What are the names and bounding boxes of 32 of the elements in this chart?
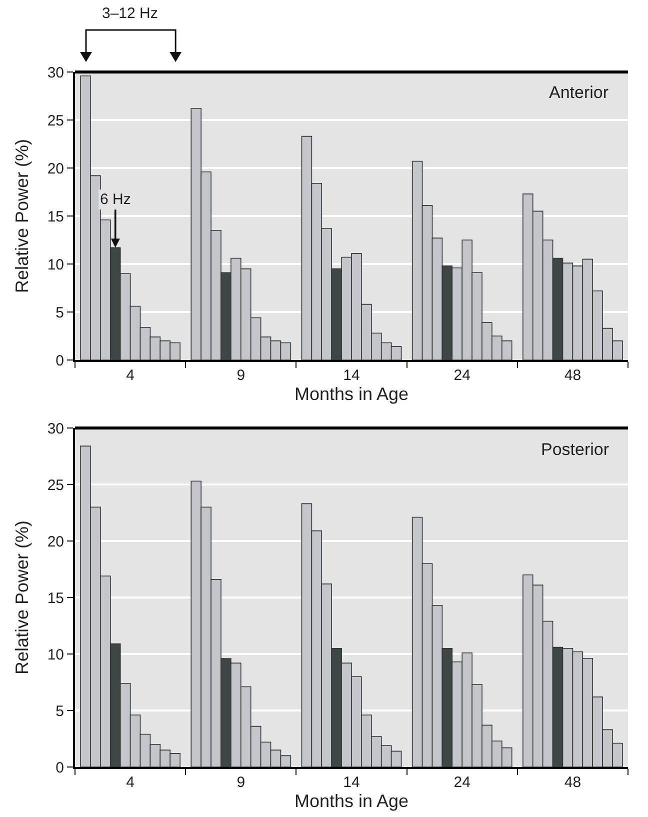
x-tick-label: 48	[564, 774, 582, 791]
y-tick-label: 30	[47, 420, 64, 438]
y-tick-label: 20	[47, 160, 64, 178]
y-tick-label: 10	[47, 646, 64, 664]
y-tick-label: 25	[47, 476, 64, 494]
y-axis-title: Relative Power (%)	[12, 138, 32, 294]
y-tick-label: 20	[47, 533, 64, 550]
x-tick-label: 24	[454, 774, 470, 791]
x-axis-title: Months in Age	[294, 791, 409, 811]
y-tick-label: 5	[56, 304, 64, 322]
x-tick-label: 48	[564, 367, 582, 384]
x-tick-label: 24	[454, 367, 470, 384]
text: Anterior	[549, 83, 609, 102]
y-tick-label: 25	[47, 112, 64, 130]
x-tick-label: 9	[236, 774, 246, 791]
x-tick-label: 14	[343, 367, 360, 384]
y-tick-label: 5	[56, 702, 64, 720]
y-tick-label: 15	[47, 208, 64, 226]
y-tick-label: 30	[47, 64, 64, 82]
y-axis-title: Relative Power (%)	[12, 520, 32, 675]
y-tick-label: 0	[56, 759, 64, 776]
x-tick-label: 4	[126, 367, 134, 384]
x-tick-label: 4	[126, 774, 134, 791]
text: 3–12 Hz	[102, 5, 158, 22]
annotation: 6 Hz	[100, 191, 131, 208]
y-tick-label: 10	[47, 256, 64, 274]
text: Posterior	[541, 440, 610, 459]
x-axis-title: Months in Age	[294, 384, 409, 404]
y-tick-label: 15	[47, 590, 64, 607]
y-tick-label: 0	[56, 352, 64, 370]
x-tick-label: 14	[343, 774, 360, 791]
x-tick-label: 9	[236, 367, 246, 384]
